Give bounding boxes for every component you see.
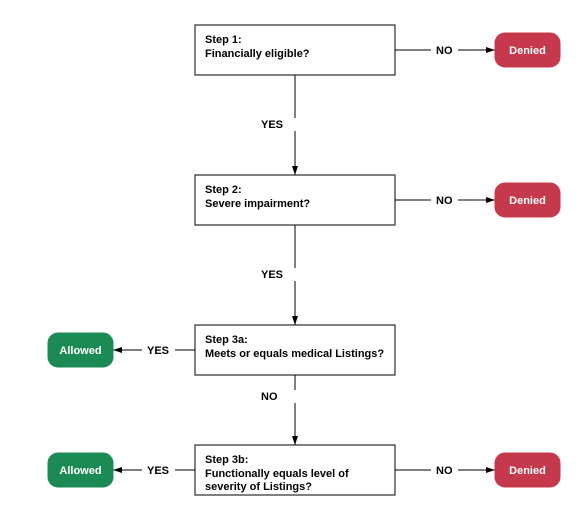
step-title: Step 1: [205,34,242,46]
step-title: Step 2: [205,184,242,196]
edge-label: NO [436,45,453,57]
edge-label: NO [436,195,453,207]
edge-label: YES [147,465,169,477]
step-question: severity of Listings? [205,481,312,493]
step-question: Financially eligible? [205,48,310,60]
step-s1: Step 1: Financially eligible? [195,25,395,75]
edge-label: YES [261,119,283,131]
badge-label: Denied [509,465,546,477]
step-question: Meets or equals medical Listings? [205,348,384,360]
badge-label: Denied [509,195,546,207]
badge-allowed3b: Allowed [48,453,113,487]
badge-label: Allowed [59,345,101,357]
edge-label: NO [436,465,453,477]
badge-label: Denied [509,45,546,57]
step-s3a: Step 3a: Meets or equals medical Listings… [195,325,395,375]
badge-label: Allowed [59,465,101,477]
step-s3b: Step 3b: Functionally equals level ofseve… [195,445,395,495]
edge-label: YES [261,269,283,281]
step-s2: Step 2: Severe impairment? [195,175,395,225]
step-question: Severe impairment? [205,198,310,210]
edge-label: NO [261,391,278,403]
edge-label: YES [147,345,169,357]
badge-denied1: Denied [495,33,560,67]
step-title: Step 3b: [205,454,248,466]
step-title: Step 3a: [205,334,248,346]
badge-denied2: Denied [495,183,560,217]
badge-allowed3a: Allowed [48,333,113,367]
badge-denied3b: Denied [495,453,560,487]
step-question: Functionally equals level of [205,468,349,480]
